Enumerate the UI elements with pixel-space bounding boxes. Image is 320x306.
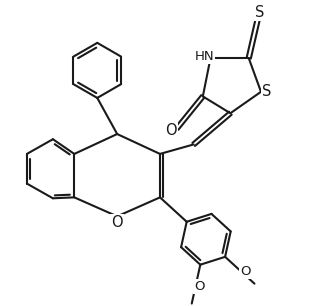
Text: O: O (194, 280, 204, 293)
Text: HN: HN (195, 50, 214, 63)
Text: O: O (240, 265, 250, 278)
Text: S: S (262, 84, 271, 99)
Text: S: S (255, 5, 264, 20)
Text: O: O (165, 123, 177, 139)
Text: O: O (111, 215, 123, 230)
